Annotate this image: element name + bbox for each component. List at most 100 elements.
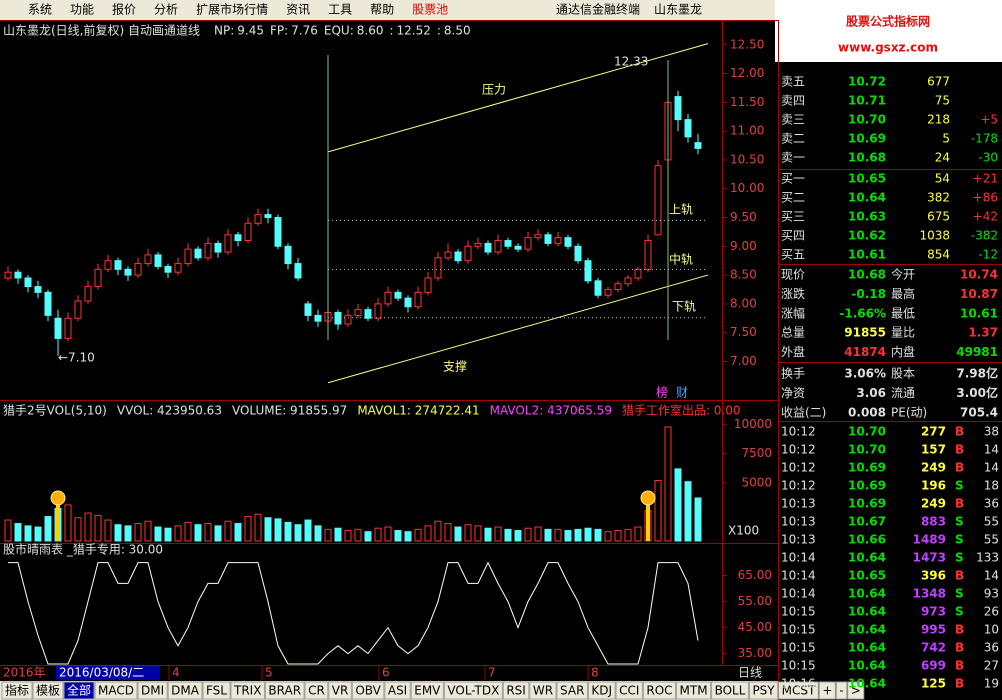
candle-body bbox=[634, 268, 642, 279]
menu-item[interactable]: 分析 bbox=[154, 3, 178, 17]
year-label: 2016年 bbox=[3, 666, 46, 680]
volume-bar bbox=[4, 519, 12, 542]
tick-time: 10:14 bbox=[781, 587, 816, 601]
tab-label: MACD bbox=[98, 684, 134, 698]
book-volume: 218 bbox=[927, 113, 950, 127]
tab[interactable]: WR bbox=[529, 681, 557, 700]
tab[interactable]: CCI bbox=[615, 681, 643, 700]
menu-item[interactable]: 系统 bbox=[28, 3, 52, 17]
tick-side: B bbox=[955, 641, 964, 655]
volume-bar bbox=[284, 521, 292, 542]
candle-body bbox=[334, 312, 342, 325]
tab[interactable]: TRIX bbox=[230, 681, 265, 700]
tab[interactable]: KDJ bbox=[587, 681, 616, 700]
tab[interactable]: ASI bbox=[384, 681, 411, 700]
menu-item[interactable]: 工具 bbox=[328, 3, 352, 17]
tab[interactable]: MACD bbox=[94, 681, 138, 700]
tab[interactable]: VOL-TDX bbox=[443, 681, 503, 700]
param-name: EQU: bbox=[324, 24, 354, 38]
tab[interactable]: 模板 bbox=[32, 681, 64, 700]
tab[interactable]: - bbox=[835, 681, 848, 700]
tab[interactable]: BRAR bbox=[264, 681, 305, 700]
menu-item[interactable]: 功能 bbox=[70, 3, 94, 17]
tab[interactable]: DMI bbox=[137, 681, 168, 700]
menu-item[interactable]: 报价 bbox=[112, 2, 136, 17]
tick-price: 10.64 bbox=[848, 677, 886, 691]
tab[interactable]: BOLL bbox=[711, 681, 749, 700]
book-change: +5 bbox=[980, 113, 998, 127]
volume-bar bbox=[624, 528, 632, 542]
tick-side: B bbox=[955, 443, 964, 457]
tab[interactable]: CR bbox=[304, 681, 329, 700]
candle-body bbox=[694, 142, 702, 149]
annotation: 支撑 bbox=[443, 359, 467, 374]
y-tick-label: 7500 bbox=[741, 446, 772, 460]
volume-bar bbox=[214, 525, 222, 542]
candle-body bbox=[434, 257, 442, 279]
tab[interactable]: RSI bbox=[502, 681, 530, 700]
tick-time: 10:13 bbox=[781, 497, 816, 511]
volume-bar bbox=[584, 527, 592, 542]
tab[interactable]: 指标 bbox=[1, 681, 33, 700]
tab[interactable]: + bbox=[818, 681, 836, 700]
date-cursor: 2016/03/08/二 bbox=[59, 666, 144, 680]
menu-item[interactable]: 扩展市场行情 bbox=[196, 2, 268, 17]
signal-icon bbox=[640, 490, 656, 506]
stat-label: 股本 bbox=[891, 367, 915, 381]
tab-label: BRAR bbox=[268, 684, 301, 698]
book-label: 卖五 bbox=[781, 75, 805, 89]
book-volume: 677 bbox=[927, 75, 950, 89]
badge: 财 bbox=[676, 386, 688, 400]
tick-side: B bbox=[955, 623, 964, 637]
tab-label: DMA bbox=[171, 684, 200, 698]
tab[interactable]: ROC bbox=[642, 681, 677, 700]
menu-item[interactable]: 资讯 bbox=[286, 3, 310, 17]
book-price: 10.72 bbox=[848, 75, 886, 89]
tab-label: WR bbox=[533, 684, 553, 698]
tab-label: 模板 bbox=[36, 684, 60, 698]
candle-body bbox=[514, 245, 522, 250]
volume-header: MAVOL2: 437065.59 bbox=[490, 404, 612, 418]
tab[interactable]: > bbox=[847, 681, 865, 700]
tab[interactable]: DMA bbox=[167, 681, 203, 700]
volume-bar bbox=[104, 519, 112, 542]
stat-value: 1.37 bbox=[968, 326, 998, 340]
y-tick-label: 7.00 bbox=[730, 354, 757, 368]
tab[interactable]: 全部 bbox=[63, 681, 95, 700]
y-tick-label: 8.50 bbox=[730, 268, 757, 282]
menu-item[interactable]: 帮助 bbox=[370, 3, 394, 17]
stat-value: 3.06 bbox=[856, 386, 886, 400]
tick-time: 10:12 bbox=[781, 443, 816, 457]
menu-right-item: 山东墨龙 bbox=[654, 3, 702, 17]
menu-item[interactable]: 股票池 bbox=[412, 3, 448, 17]
tab-bg bbox=[847, 681, 865, 700]
book-label: 买四 bbox=[781, 229, 805, 243]
signal-bar bbox=[56, 505, 60, 541]
tab[interactable]: MTM bbox=[676, 681, 712, 700]
tab[interactable]: FSL bbox=[202, 681, 231, 700]
tick-side: S bbox=[955, 605, 964, 619]
tab[interactable]: EMV bbox=[410, 681, 444, 700]
tab[interactable]: VR bbox=[328, 681, 352, 700]
candle-body bbox=[564, 237, 572, 247]
volume-bar bbox=[404, 531, 412, 542]
tab[interactable]: PSY bbox=[748, 681, 779, 700]
book-price: 10.68 bbox=[848, 151, 886, 165]
param-value: 9.45 bbox=[237, 24, 264, 38]
volume-bar bbox=[204, 523, 212, 542]
candle-body bbox=[684, 119, 692, 138]
volume-bar bbox=[484, 527, 492, 542]
tab[interactable]: SAR bbox=[556, 681, 588, 700]
tab-label: + bbox=[822, 684, 832, 698]
book-label: 买二 bbox=[781, 191, 805, 205]
tab-label: VOL-TDX bbox=[447, 684, 499, 698]
volume-bar bbox=[544, 528, 552, 542]
tick-time: 10:15 bbox=[781, 641, 816, 655]
candle-body bbox=[184, 248, 192, 265]
tab[interactable]: MCST bbox=[778, 681, 819, 700]
tab[interactable]: OBV bbox=[351, 681, 385, 700]
resistance-line bbox=[327, 43, 709, 153]
volume-bar bbox=[84, 512, 92, 542]
param-name: : bbox=[437, 24, 441, 38]
book-label: 买一 bbox=[781, 172, 805, 186]
